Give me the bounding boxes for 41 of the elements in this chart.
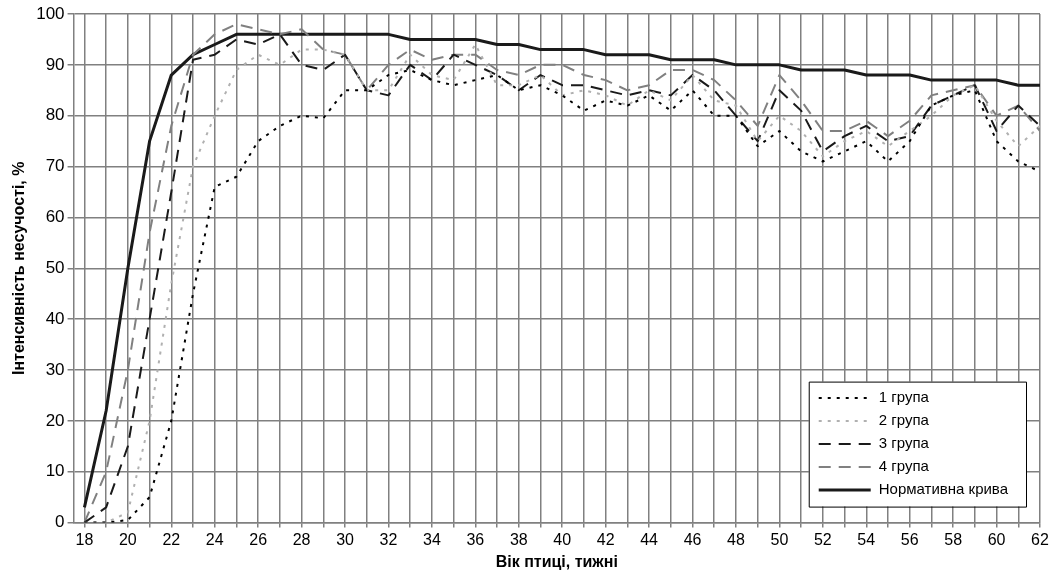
- legend-label: Нормативна крива: [878, 480, 1009, 498]
- x-tick-label: 18: [75, 530, 94, 548]
- x-tick-label: 54: [857, 530, 876, 548]
- x-tick-label: 40: [553, 530, 572, 548]
- y-tick-label: 0: [55, 512, 65, 532]
- legend-label: 3 група: [878, 434, 930, 452]
- x-tick-label: 52: [813, 530, 832, 548]
- y-axis-title: Інтенсивність несучості, %: [10, 161, 28, 376]
- x-tick-label: 30: [336, 530, 355, 548]
- x-tick-label: 38: [509, 530, 528, 548]
- x-tick-label: 32: [379, 530, 398, 548]
- x-tick-label: 28: [292, 530, 311, 548]
- x-tick-label: 60: [987, 530, 1006, 548]
- y-tick-label: 70: [45, 156, 65, 176]
- legend-label: 2 група: [878, 411, 930, 429]
- y-tick-label: 10: [45, 461, 65, 481]
- y-tick-label: 40: [45, 308, 65, 328]
- x-tick-label: 46: [683, 530, 702, 548]
- x-tick-label: 26: [249, 530, 268, 548]
- x-tick-label: 24: [205, 530, 224, 548]
- x-tick-label: 22: [162, 530, 181, 548]
- y-tick-label: 80: [45, 105, 65, 125]
- legend-label: 4 група: [878, 457, 930, 475]
- x-tick-label: 62: [1031, 530, 1049, 548]
- x-tick-label: 34: [423, 530, 441, 548]
- y-tick-label: 60: [45, 207, 65, 227]
- x-tick-label: 48: [727, 530, 745, 548]
- y-tick-label: 20: [45, 410, 65, 430]
- x-axis-title: Вік птиці, тижні: [495, 552, 618, 570]
- y-tick-label: 100: [36, 3, 65, 23]
- y-tick-label: 50: [45, 257, 65, 277]
- x-tick-label: 44: [640, 530, 659, 548]
- y-tick-label: 90: [45, 54, 65, 74]
- x-tick-label: 42: [596, 530, 615, 548]
- x-tick-label: 50: [770, 530, 789, 548]
- x-tick-label: 20: [118, 530, 137, 548]
- x-tick-label: 36: [466, 530, 485, 548]
- y-tick-label: 30: [45, 359, 65, 379]
- x-tick-label: 56: [900, 530, 919, 548]
- x-tick-label: 58: [944, 530, 963, 548]
- legend-label: 1 група: [878, 388, 930, 406]
